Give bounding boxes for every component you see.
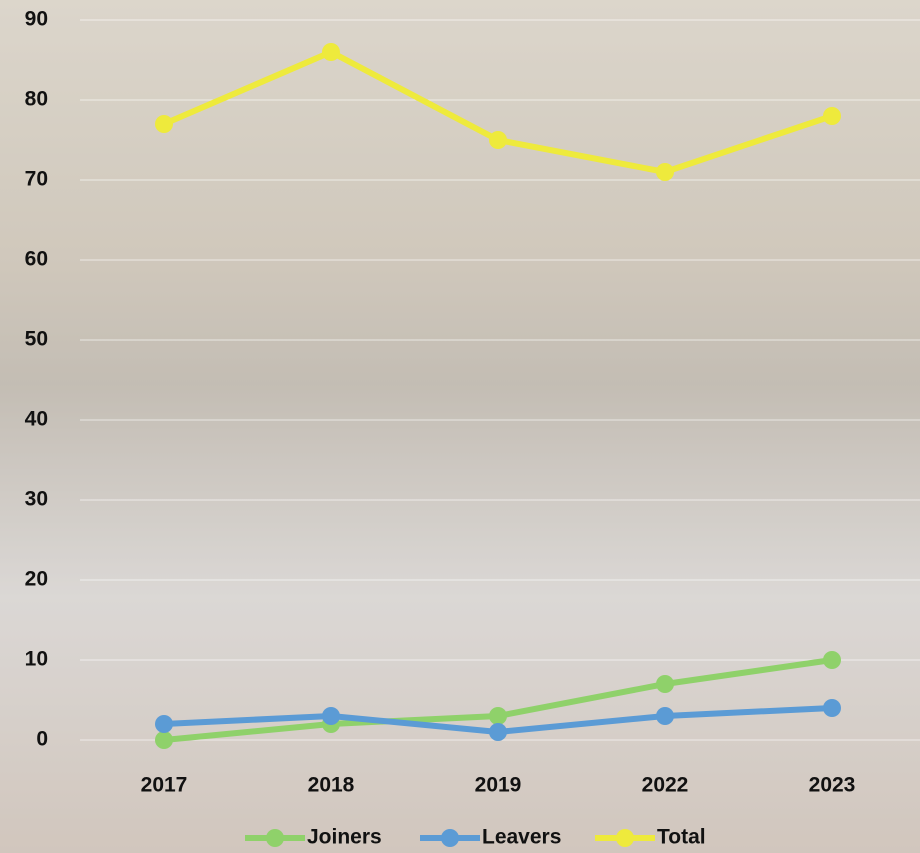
legend-marker [441,829,459,847]
y-tick-label: 60 [25,248,48,271]
data-point [489,131,507,149]
data-point [155,715,173,733]
x-tick-label: 2023 [809,774,856,797]
background-overlay [0,0,920,853]
data-point [322,43,340,61]
data-point [823,651,841,669]
x-tick-label: 2019 [475,774,522,797]
y-tick-label: 0 [36,728,48,751]
legend-label: Leavers [482,826,561,849]
data-point [322,707,340,725]
y-tick-label: 30 [25,488,48,511]
data-point [656,675,674,693]
legend-marker [266,829,284,847]
x-tick-label: 2017 [141,774,188,797]
y-tick-label: 70 [25,168,48,191]
x-tick-label: 2022 [642,774,689,797]
legend-label: Joiners [307,826,382,849]
data-point [656,707,674,725]
x-tick-label: 2018 [308,774,355,797]
chart: 0 10 20 30 40 50 60 70 80 90 2017 2018 2019 2022 2023 J… [0,0,920,853]
data-point [155,115,173,133]
y-tick-label: 90 [25,8,48,31]
data-point [489,723,507,741]
y-tick-label: 20 [25,568,48,591]
y-tick-label: 40 [25,408,48,431]
y-tick-label: 10 [25,648,48,671]
legend-label: Total [657,826,706,849]
y-tick-label: 50 [25,328,48,351]
legend-marker [616,829,634,847]
data-point [823,699,841,717]
data-point [155,731,173,749]
data-point [489,707,507,725]
data-point [823,107,841,125]
y-tick-label: 80 [25,88,48,111]
data-point [656,163,674,181]
